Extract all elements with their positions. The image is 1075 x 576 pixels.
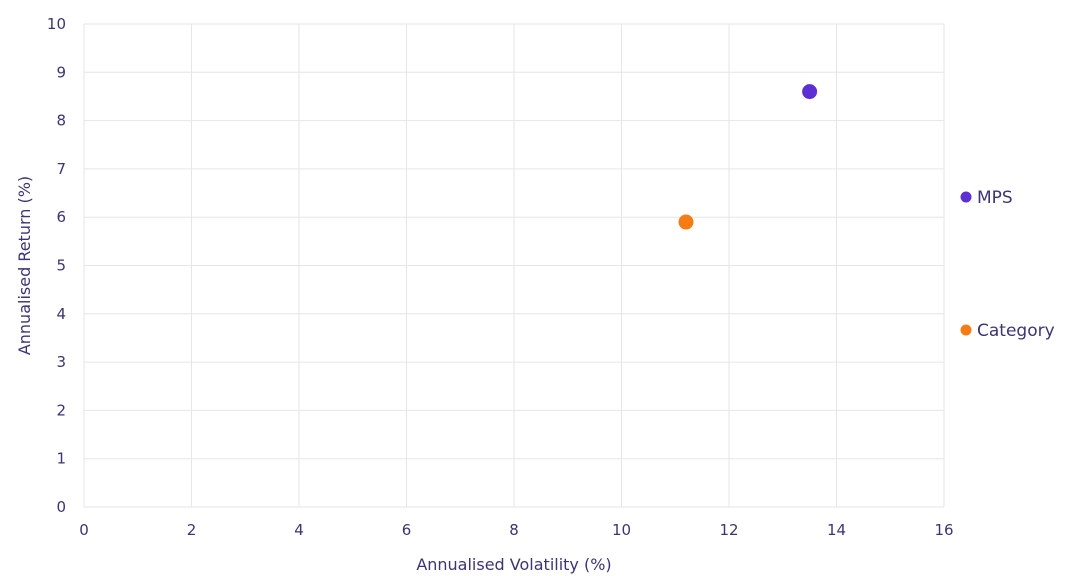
- grid: [83, 23, 945, 508]
- legend-marker-category: [960, 324, 972, 336]
- y-tick-label: 5: [56, 257, 66, 275]
- x-tick-label: 8: [509, 521, 519, 539]
- x-tick-label: 4: [294, 521, 304, 539]
- legend-label-category: Category: [977, 321, 1055, 341]
- y-tick-label: 10: [47, 15, 66, 33]
- y-tick-label: 8: [56, 112, 66, 130]
- x-axis-title: Annualised Volatility (%): [416, 555, 611, 574]
- x-tick-label: 16: [934, 521, 953, 539]
- data-points: [678, 84, 818, 230]
- y-tick-label: 7: [56, 160, 66, 178]
- data-point-mps: [802, 84, 818, 100]
- data-point-category: [678, 214, 694, 230]
- x-tick-label: 10: [612, 521, 631, 539]
- y-tick-label: 2: [56, 401, 66, 419]
- y-tick-label: 6: [56, 208, 66, 226]
- y-tick-label: 1: [56, 450, 66, 468]
- x-tick-label: 6: [402, 521, 412, 539]
- y-tick-label: 9: [56, 63, 66, 81]
- x-tick-label: 12: [719, 521, 738, 539]
- x-axis-ticks: 0 2 4 6 8 10 12 14 16: [79, 521, 953, 539]
- legend-marker-mps: [960, 191, 972, 203]
- y-tick-label: 0: [56, 498, 66, 516]
- legend-label-mps: MPS: [977, 188, 1013, 208]
- x-tick-label: 2: [187, 521, 197, 539]
- x-tick-label: 14: [827, 521, 846, 539]
- y-axis-title: Annualised Return (%): [15, 176, 34, 355]
- x-tick-label: 0: [79, 521, 89, 539]
- y-tick-label: 4: [56, 305, 66, 323]
- y-tick-label: 3: [56, 353, 66, 371]
- y-axis-ticks: 0 1 2 3 4 5 6 7 8 9 10: [47, 15, 66, 516]
- legend: MPS Category: [960, 188, 1055, 341]
